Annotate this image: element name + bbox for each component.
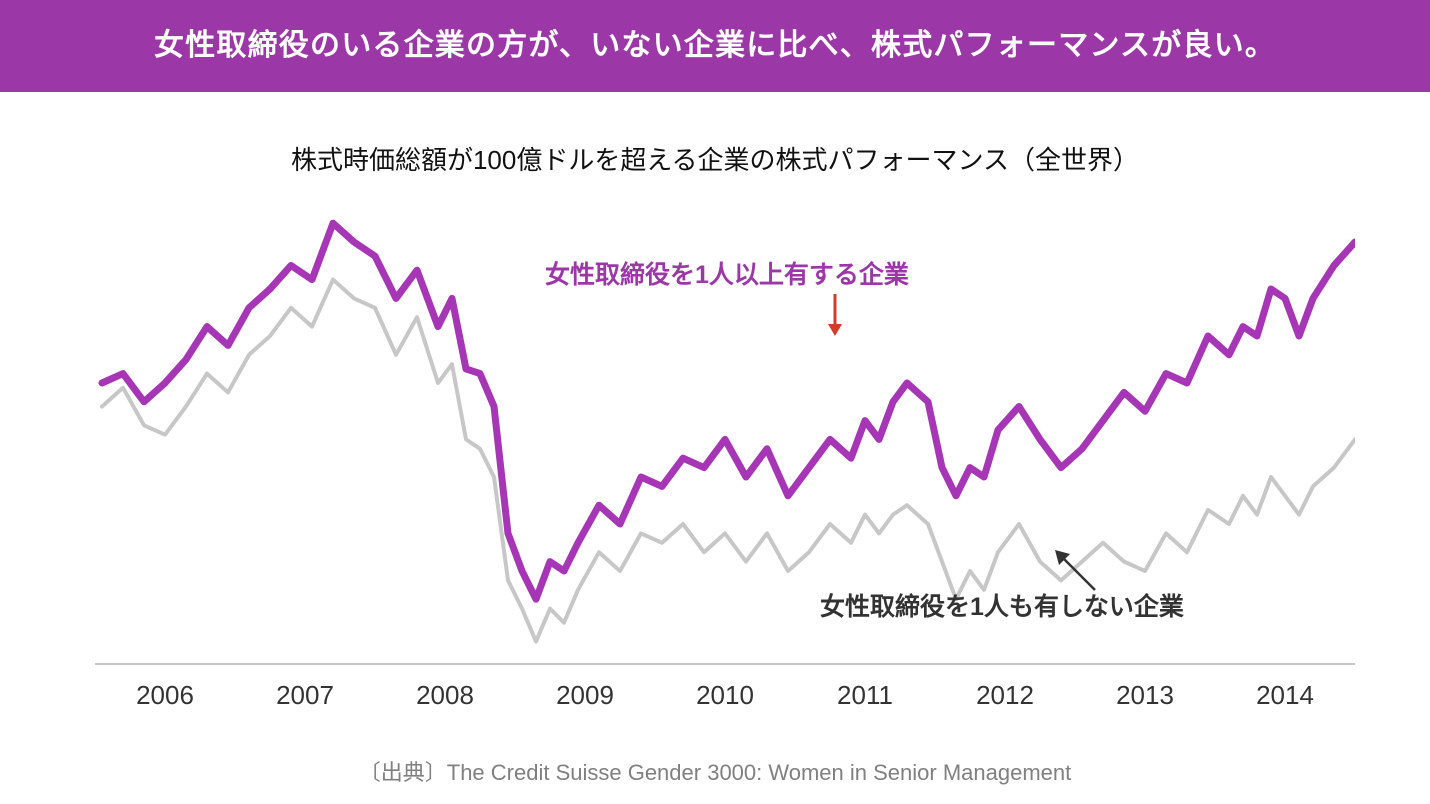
series-label-with-women: 女性取締役を1人以上有する企業 <box>545 255 909 291</box>
x-tick-label: 2014 <box>1250 680 1320 711</box>
series-label-text: 女性取締役を1人も有しない企業 <box>820 593 1184 621</box>
arrow-diagonal-icon <box>1050 545 1100 600</box>
series-label-without-women: 女性取締役を1人も有しない企業 <box>820 587 1184 623</box>
chart-subtitle: 株式時価総額が100億ドルを超える企業の株式パフォーマンス（全世界） <box>0 140 1430 177</box>
x-tick-label: 2008 <box>410 680 480 711</box>
arrow-down-icon <box>825 292 845 341</box>
x-tick-label: 2010 <box>690 680 760 711</box>
title-banner: 女性取締役のいる企業の方が、いない企業に比べ、株式パフォーマンスが良い。 <box>0 0 1430 92</box>
x-tick-label: 2011 <box>830 680 900 711</box>
subtitle-text: 株式時価総額が100億ドルを超える企業の株式パフォーマンス（全世界） <box>291 145 1139 175</box>
line-chart: 女性取締役を1人以上有する企業 女性取締役を1人も有しない企業 20062007… <box>95 195 1355 665</box>
x-tick-label: 2013 <box>1110 680 1180 711</box>
x-tick-label: 2006 <box>130 680 200 711</box>
x-tick-label: 2012 <box>970 680 1040 711</box>
source-attribution: 〔出典〕The Credit Suisse Gender 3000: Women… <box>0 755 1430 787</box>
source-text: 〔出典〕The Credit Suisse Gender 3000: Women… <box>359 760 1072 785</box>
title-text: 女性取締役のいる企業の方が、いない企業に比べ、株式パフォーマンスが良い。 <box>154 29 1276 62</box>
x-tick-label: 2007 <box>270 680 340 711</box>
series-label-text: 女性取締役を1人以上有する企業 <box>545 261 909 289</box>
x-tick-label: 2009 <box>550 680 620 711</box>
